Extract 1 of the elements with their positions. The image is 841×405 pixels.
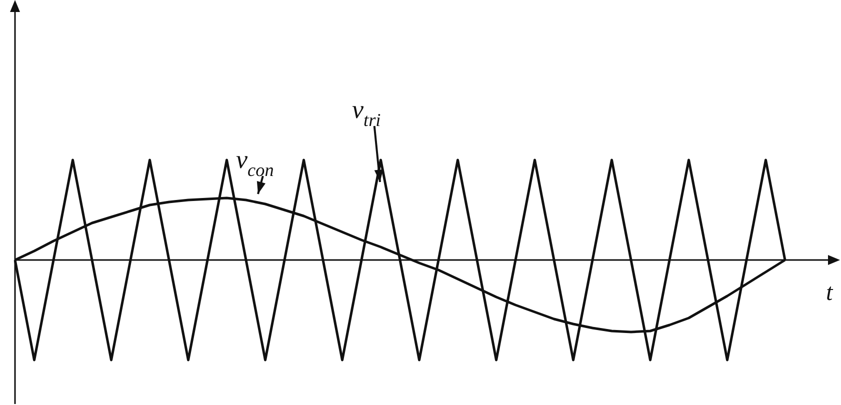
x-axis-title: t — [826, 280, 834, 306]
